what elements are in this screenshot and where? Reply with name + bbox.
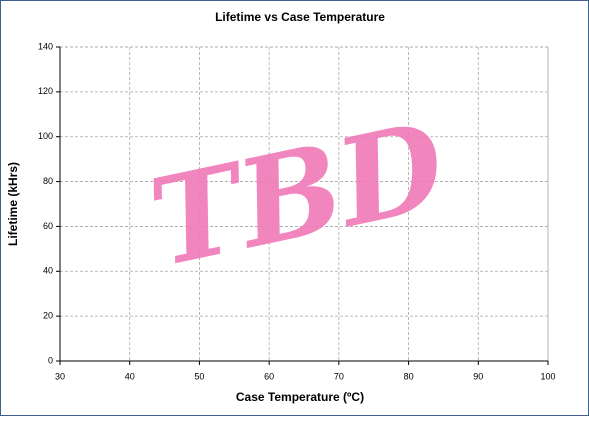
y-tick-label: 80 [43, 176, 53, 186]
y-axis-label: Lifetime (kHrs) [6, 162, 20, 246]
y-tick-label: 120 [38, 86, 53, 96]
y-tick-label: 20 [43, 311, 53, 321]
y-tick-label: 140 [38, 41, 53, 51]
x-tick-label: 90 [473, 371, 483, 381]
plot-area: 0 20 40 60 80 100 120 140 30 40 50 60 70 80 90 100 [38, 41, 556, 381]
x-tick-label: 80 [404, 371, 414, 381]
x-tick-label: 60 [264, 371, 274, 381]
y-tick-label: 100 [38, 131, 53, 141]
y-tick-label: 0 [48, 355, 53, 365]
y-tick-label: 60 [43, 221, 53, 231]
y-tick-label: 40 [43, 266, 53, 276]
x-tick-label: 50 [194, 371, 204, 381]
plot-background [59, 46, 549, 362]
x-axis-label: Case Temperature (ºC) [236, 390, 364, 404]
x-tick-label: 100 [540, 371, 555, 381]
x-tick-label: 40 [125, 371, 135, 381]
x-tick-label: 30 [55, 371, 65, 381]
x-tick-label: 70 [334, 371, 344, 381]
chart-title: Lifetime vs Case Temperature [215, 10, 385, 24]
